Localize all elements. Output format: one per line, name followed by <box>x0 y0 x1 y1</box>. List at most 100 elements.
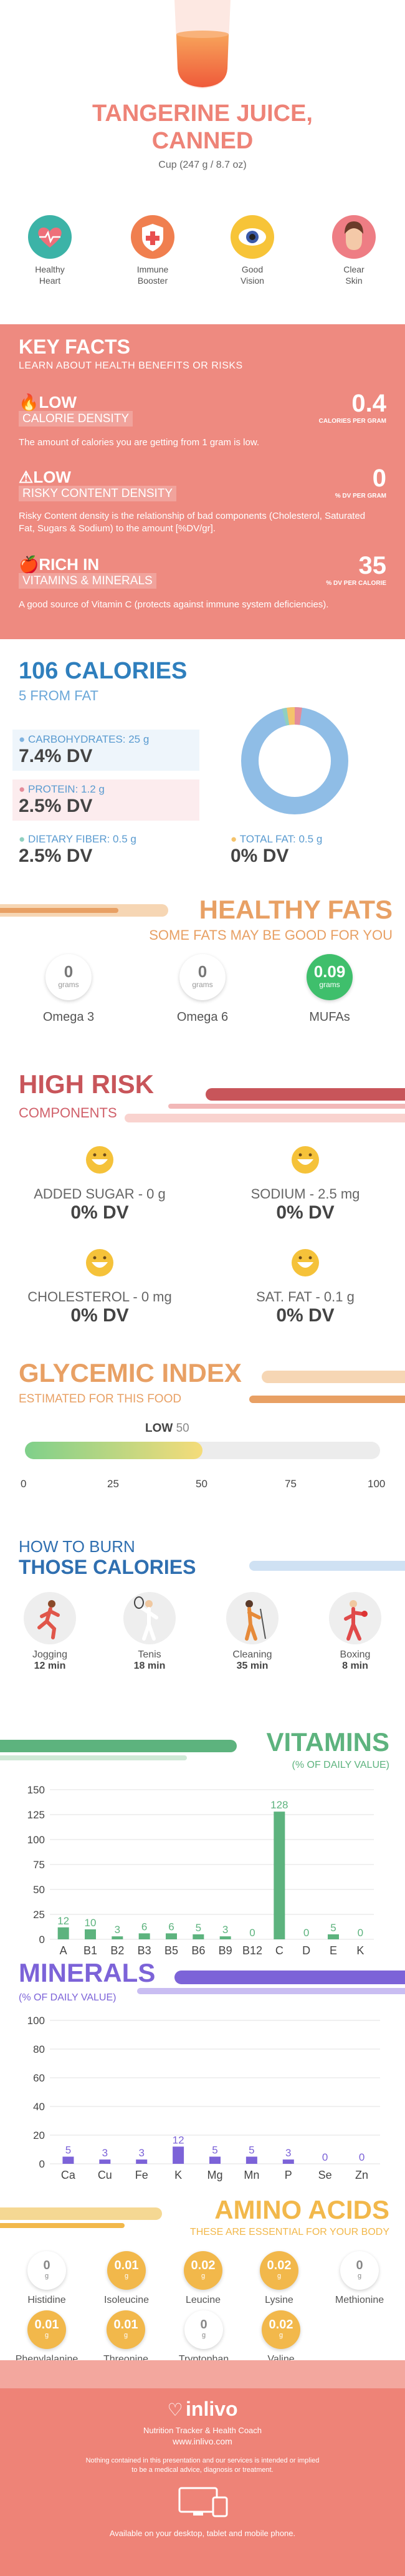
x-tick-label: B1 <box>83 1944 97 1957</box>
amino-value: 0.01 <box>113 2318 138 2332</box>
glycemic-level: LOW 50 <box>145 1422 189 1435</box>
footer-brand: ♡ inlivo <box>0 2398 405 2421</box>
burn-title-line-2: THOSE CALORIES <box>19 1556 196 1578</box>
amino-name: Isoleucine <box>103 2295 150 2305</box>
apple-icon: 🍎 <box>19 555 39 574</box>
benefit-healthy-heart: Healthy Heart <box>12 215 87 286</box>
amino-item: 0.02 g Valine <box>247 2310 315 2365</box>
benefit-label: Booster <box>137 276 168 286</box>
amino-unit: g <box>201 2332 206 2339</box>
key-fact-level: 🍎RICH IN <box>19 555 100 574</box>
amino-item: 0.02 g Lysine <box>245 2251 313 2306</box>
bar <box>219 1936 231 1939</box>
y-tick-label: 125 <box>27 1809 45 1821</box>
key-fact-risky-density: ⚠LOW RISKY CONTENT DENSITY <box>19 468 293 501</box>
high-risk-title: HIGH RISK <box>19 1069 155 1099</box>
bar <box>99 2159 111 2164</box>
bar <box>85 1929 96 1939</box>
activity-name: Boxing <box>340 1649 371 1660</box>
fat-value: 0.09 <box>313 962 346 981</box>
bar-value-label: 0 <box>249 1927 255 1939</box>
section-bar <box>0 2207 162 2220</box>
activity-time: 8 min <box>342 1661 368 1671</box>
amino-value: 0 <box>356 2259 363 2272</box>
section-bar <box>249 1561 405 1571</box>
key-fact-value: 0 <box>372 465 386 492</box>
footer-url[interactable]: www.inlivo.com <box>173 2436 232 2446</box>
x-tick-label: Mg <box>207 2169 222 2181</box>
x-tick-label: B5 <box>164 1944 178 1957</box>
amino-name: Lysine <box>265 2295 293 2305</box>
heart-icon <box>28 215 72 259</box>
vitamins-bar-chart: 025507510012515012A10B13B26B36B55B63B90B… <box>27 1784 374 1957</box>
key-facts-section: KEY FACTS LEARN ABOUT HEALTH BENEFITS OR… <box>0 324 405 639</box>
footer: ♡ inlivo Nutrition Tracker & Health Coac… <box>0 2360 405 2576</box>
risk-value: 0% DV <box>70 1202 129 1223</box>
key-fact-calorie-density: 🔥LOW CALORIE DENSITY <box>19 393 293 427</box>
activity-time: 18 min <box>133 1661 166 1671</box>
bar-value-label: 6 <box>168 1921 174 1932</box>
x-tick-label: K <box>356 1944 364 1957</box>
fat-name: MUFAs <box>309 1010 350 1024</box>
section-bar <box>0 2223 125 2228</box>
donut-carbs-slice <box>241 707 348 814</box>
fat-value: 0 <box>64 962 74 981</box>
footer-disclaimer: Nothing contained in this presentation a… <box>85 2457 320 2464</box>
amino-unit: g <box>277 2272 282 2280</box>
risk-sodium: SODIUM - 2.5 mg 0% DV <box>227 1144 383 1223</box>
risk-label: SAT. FAT - 0.1 g <box>256 1289 355 1305</box>
bar-value-label: 5 <box>212 2144 217 2156</box>
nutrient-value: 0% DV <box>231 846 289 866</box>
y-tick-label: 150 <box>27 1784 45 1796</box>
y-tick-label: 0 <box>39 2158 45 2170</box>
juice-glass-icon <box>174 0 231 89</box>
bar-value-label: 5 <box>330 1922 336 1934</box>
shield-cross-icon <box>131 215 174 259</box>
bullet-icon: ● <box>19 783 26 795</box>
minerals-subtitle: (% OF DAILY VALUE) <box>19 1992 117 2003</box>
x-tick-label: B12 <box>242 1944 262 1957</box>
bar-value-label: 0 <box>322 2151 328 2163</box>
footer-top-band <box>0 2360 405 2388</box>
bullet-icon: ● <box>19 833 26 845</box>
key-fact-value: 35 <box>358 552 387 579</box>
key-fact-description: A good source of Vitamin C (protects aga… <box>19 599 329 610</box>
amino-badge: 0.01 g <box>107 2310 145 2349</box>
amino-title: AMINO ACIDS <box>214 2195 389 2224</box>
risk-label: CHOLESTEROL - 0 mg <box>27 1289 172 1305</box>
amino-value: 0.02 <box>267 2259 292 2272</box>
y-tick-label: 40 <box>33 2101 45 2113</box>
benefit-label: Heart <box>39 276 61 286</box>
key-facts-title: KEY FACTS <box>19 335 130 358</box>
bar-value-label: 128 <box>270 1799 288 1811</box>
y-tick-label: 100 <box>27 2015 45 2027</box>
amino-item: 0 g Tryptophan <box>169 2310 238 2365</box>
amino-badge: 0.01 g <box>107 2251 146 2290</box>
activity-time: 35 min <box>236 1661 269 1671</box>
glycemic-subtitle: ESTIMATED FOR THIS FOOD <box>19 1392 182 1406</box>
risk-cholesterol: CHOLESTEROL - 0 mg 0% DV <box>22 1247 178 1326</box>
amino-name: Histidine <box>27 2295 66 2305</box>
x-tick-label: Cu <box>98 2169 112 2181</box>
heart-logo-icon: ♡ <box>167 2400 183 2419</box>
flame-icon: 🔥 <box>19 393 39 412</box>
nutrient-dietary-fiber: ● DIETARY FIBER: 0.5 g 2.5% DV <box>12 829 199 871</box>
title-line-1: TANGERINE JUICE, <box>92 100 313 127</box>
smiley-icon <box>292 1146 319 1174</box>
y-tick-label: 75 <box>33 1859 45 1871</box>
benefit-good-vision: Good Vision <box>215 215 290 286</box>
glycemic-tick: 100 <box>368 1478 386 1490</box>
smiley-icon <box>292 1249 319 1276</box>
amino-item: 0.01 g Isoleucine <box>92 2251 161 2306</box>
title-line-2: CANNED <box>151 128 254 154</box>
key-fact-label: CALORIE DENSITY <box>19 411 133 427</box>
amino-subtitle: THESE ARE ESSENTIAL FOR YOUR BODY <box>189 2227 389 2237</box>
burn-jogging: Jogging 12 min <box>16 1590 84 1672</box>
omega-6-badge: 0 grams <box>179 954 226 1000</box>
bullet-icon: ● <box>231 833 237 845</box>
amino-name: Methionine <box>335 2295 384 2305</box>
x-tick-label: K <box>174 2169 182 2181</box>
calories-subtitle: 5 FROM FAT <box>19 688 98 703</box>
